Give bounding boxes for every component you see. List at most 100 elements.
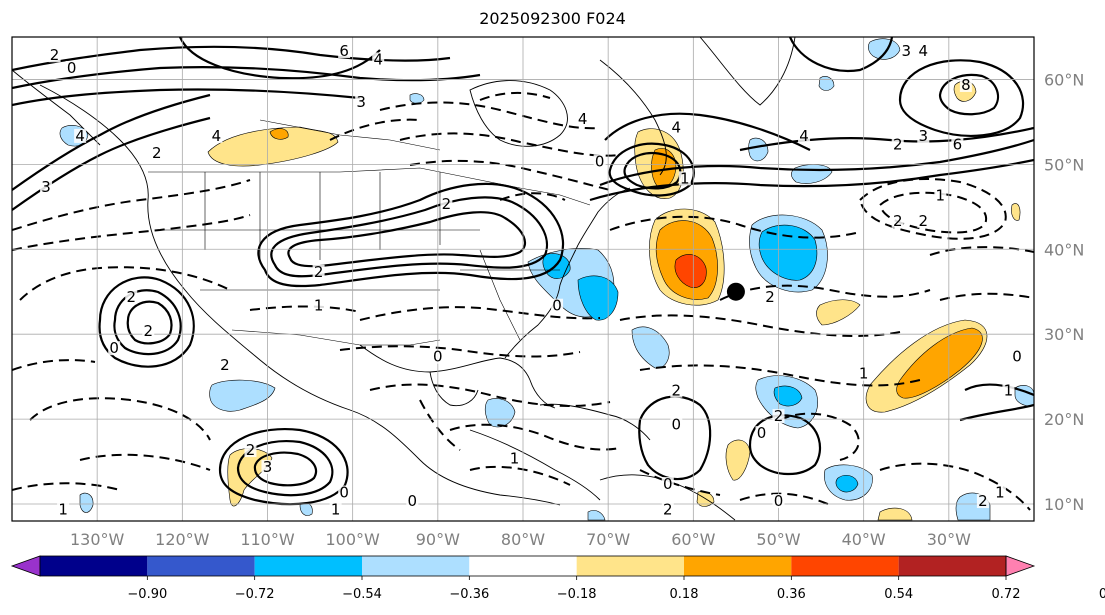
lon-label: 110°W — [240, 530, 295, 549]
contour-label-bg — [755, 426, 768, 441]
contour-label-bg — [661, 477, 674, 492]
contour-label: 2 — [143, 322, 153, 340]
lon-label: 90°W — [416, 530, 460, 549]
contour-label: 0 — [552, 297, 562, 315]
coast-gulf — [359, 344, 556, 409]
contour-label: 3 — [263, 458, 273, 476]
dashed-contours — [12, 91, 1034, 511]
colorbar: −0.90 −0.72 −0.54 −0.36 −0.18 0.18 0.36 0.54 0.7… — [10, 555, 1105, 602]
colorbar-segment — [362, 556, 470, 576]
contour-label: 0 — [408, 492, 418, 510]
contour-label-bg — [40, 179, 53, 194]
shade-neg-small1 — [818, 76, 835, 91]
contour-label: 2 — [246, 441, 256, 459]
colorbar-tick-label: 0.72 — [992, 587, 1021, 602]
colorbar-segment — [147, 556, 255, 576]
coast-labrador — [599, 59, 667, 176]
lon-label: 100°W — [325, 530, 380, 549]
contour-label-bg — [959, 77, 972, 92]
contour-label: 2 — [672, 382, 682, 400]
lat-label: 50°N — [1044, 155, 1084, 174]
lon-label: 60°W — [671, 530, 715, 549]
lon-label: 40°W — [842, 530, 886, 549]
contour-label: 4 — [373, 50, 383, 68]
contour-label: 2 — [663, 501, 673, 519]
coast-mexico-yucatan — [429, 371, 479, 407]
contour-label-bg — [917, 213, 930, 228]
contour-label-bg — [261, 460, 274, 475]
shade-pos-greatlakes-north — [207, 126, 339, 167]
contour-label: 3 — [901, 42, 911, 60]
contour-label-bg — [355, 94, 368, 109]
contour-label-bg — [150, 145, 163, 160]
coast-pacific — [39, 84, 561, 506]
contour-label: 0 — [663, 475, 673, 493]
lon-label: 50°W — [756, 530, 800, 549]
contour-label: 0 — [672, 416, 682, 434]
colorbar-frame — [39, 555, 1007, 577]
contour-label-bg — [440, 196, 453, 211]
lon-label: 120°W — [155, 530, 210, 549]
contour-label-bg — [406, 494, 419, 509]
contour-label-bg — [210, 128, 223, 143]
contour-label-bg — [142, 324, 155, 339]
contour-label: 2 — [978, 492, 988, 510]
contour-label: 2 — [919, 212, 929, 230]
shade-neg-tropical-core — [835, 475, 859, 493]
contour-label: 0 — [433, 348, 443, 366]
storm-marker — [726, 282, 745, 301]
contour-label: 4 — [672, 118, 682, 136]
contour-label: 1 — [510, 450, 520, 468]
contour-label-bg — [338, 43, 351, 58]
contour-label: 2 — [314, 263, 324, 281]
colorbar-tick-label: 0.54 — [884, 587, 913, 602]
lon-label: 70°W — [586, 530, 630, 549]
contour-label-bg — [1002, 383, 1015, 398]
contour-label: 1 — [58, 501, 68, 519]
shade-neg-central-atlantic-core — [758, 224, 818, 281]
contour-label-bg — [891, 213, 904, 228]
contour-label-bg — [372, 52, 385, 67]
lat-label: 10°N — [1044, 495, 1084, 514]
contour-label: 2 — [765, 288, 775, 306]
coast-alaska — [12, 69, 101, 146]
contour-label: 0 — [1012, 348, 1022, 366]
contour-label-bg — [976, 494, 989, 509]
lat-label: 40°N — [1044, 240, 1084, 259]
lat-label: 20°N — [1044, 410, 1084, 429]
contour-label-bg — [678, 171, 691, 186]
contour-label: 1 — [1004, 382, 1014, 400]
colorbar-segment — [40, 556, 148, 576]
coast-central-america — [469, 429, 601, 501]
contour-label: 4 — [75, 127, 85, 145]
shade-neg-small3 — [79, 492, 94, 513]
coast-greenland — [699, 37, 796, 106]
contour-label-bg — [593, 154, 606, 169]
contour-label: 1 — [680, 169, 690, 187]
colorbar-tick-label: −0.90 — [127, 587, 167, 602]
colorbar-extend-low — [10, 555, 41, 577]
lat-label: 60°N — [1044, 70, 1084, 89]
contour-label: 1 — [936, 186, 946, 204]
contour-label-bg — [338, 485, 351, 500]
shade-pos-small6 — [1011, 203, 1021, 221]
contour-label-bg — [431, 349, 444, 364]
shade-neg-small2 — [409, 93, 425, 104]
lon-label: 80°W — [501, 530, 545, 549]
contour-label: 2 — [220, 356, 230, 374]
lon-label: 30°W — [927, 530, 971, 549]
colorbar-tick-label: 0.18 — [670, 587, 699, 602]
latitude-labels: 60°N 50°N 40°N 30°N 20°N 10°N — [1044, 70, 1084, 514]
contour-label-bg — [74, 128, 87, 143]
shade-neg-small6 — [587, 510, 606, 521]
contour-label-bg — [329, 502, 342, 517]
contour-label: 3 — [356, 93, 366, 111]
shade-pos-greatlakes-north-core — [269, 128, 289, 140]
contour-label: 1 — [859, 365, 869, 383]
contour-label-bg — [125, 290, 138, 305]
colorbar-segment — [791, 556, 899, 576]
shade-neg-central-low-core — [773, 385, 803, 407]
contour-label-bg — [891, 137, 904, 152]
